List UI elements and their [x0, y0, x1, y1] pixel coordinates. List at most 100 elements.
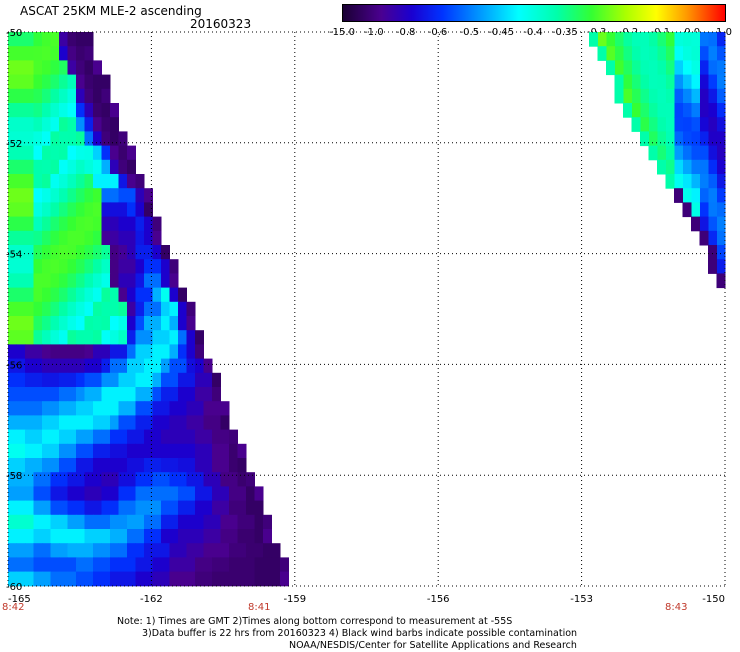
data-cell: [178, 557, 187, 573]
data-cell: [59, 458, 68, 473]
data-cell: [67, 32, 77, 47]
data-cell: [84, 571, 94, 587]
data-cell: [16, 543, 26, 558]
data-cell: [84, 301, 94, 317]
data-cell: [161, 301, 170, 317]
footer-note: Note: 1) Times are GMT 2)Times along bot…: [117, 616, 577, 652]
data-cell: [648, 131, 658, 147]
data-cell: [623, 46, 632, 61]
color-scale-tick-label: -15.0: [329, 27, 355, 38]
data-cell: [135, 358, 145, 374]
data-cell: [195, 330, 204, 345]
data-cell: [93, 387, 102, 402]
data-cell: [195, 401, 204, 416]
data-cell: [229, 472, 238, 487]
data-cell: [657, 60, 666, 76]
data-cell: [67, 486, 77, 502]
data-cell: [229, 458, 238, 473]
data-cell: [203, 543, 213, 558]
data-cell: [101, 372, 111, 388]
data-cell: [16, 145, 26, 161]
data-cell: [169, 458, 179, 473]
data-cell: [144, 230, 153, 246]
data-cell: [127, 500, 136, 516]
data-cell: [8, 514, 17, 530]
data-cell: [118, 543, 128, 558]
data-cell: [657, 103, 666, 118]
data-cell: [76, 301, 85, 317]
data-cell: [135, 415, 145, 431]
data-cell: [16, 443, 26, 459]
data-cell: [135, 245, 145, 260]
data-cell: [76, 60, 85, 76]
data-cell: [84, 88, 94, 104]
data-cell: [631, 103, 641, 118]
data-cell: [220, 429, 230, 445]
data-cell: [25, 344, 34, 360]
data-cell: [101, 145, 111, 161]
data-cell: [169, 514, 179, 530]
data-cell: [33, 543, 43, 558]
data-cell: [16, 372, 26, 388]
data-cell: [169, 387, 179, 402]
data-cell: [8, 344, 17, 360]
data-cell: [50, 316, 60, 331]
data-cell: [101, 443, 111, 459]
data-cell: [84, 46, 94, 61]
data-cell: [16, 415, 26, 431]
data-cell: [144, 259, 153, 274]
data-cell: [8, 429, 17, 445]
data-cell: [246, 529, 255, 544]
data-cell: [682, 202, 692, 218]
data-cell: [101, 429, 111, 445]
data-cell: [606, 60, 615, 76]
data-cell: [135, 230, 145, 246]
data-cell: [118, 372, 128, 388]
data-cell: [110, 188, 119, 203]
data-cell: [25, 103, 34, 118]
data-cell: [203, 500, 213, 516]
data-cell: [152, 472, 162, 487]
data-cell: [42, 486, 51, 502]
data-cell: [76, 202, 85, 218]
data-cell: [8, 103, 17, 118]
data-cell: [110, 273, 119, 289]
data-cell: [50, 117, 60, 132]
data-cell: [606, 46, 615, 61]
data-cell: [25, 358, 34, 374]
data-cell: [25, 245, 34, 260]
data-cell: [674, 131, 683, 147]
data-cell: [186, 458, 196, 473]
data-cell: [186, 543, 196, 558]
pass-time-label: 8:43: [665, 602, 687, 613]
data-cell: [25, 401, 34, 416]
data-cell: [229, 529, 238, 544]
data-cell: [682, 32, 692, 47]
data-cell: [110, 301, 119, 317]
data-cell: [212, 401, 221, 416]
data-cell: [16, 316, 26, 331]
data-cell: [127, 443, 136, 459]
data-cell: [59, 32, 68, 47]
data-cell: [33, 358, 43, 374]
data-cell: [93, 273, 102, 289]
data-cell: [59, 443, 68, 459]
data-cell: [16, 273, 26, 289]
data-cell: [67, 46, 77, 61]
data-cell: [84, 32, 94, 47]
data-cell: [152, 330, 162, 345]
data-cell: [50, 401, 60, 416]
data-cell: [33, 486, 43, 502]
data-cell: [220, 415, 230, 431]
data-cell: [42, 202, 51, 218]
data-cell: [691, 60, 700, 76]
data-cell: [665, 32, 675, 47]
data-cell: [42, 415, 51, 431]
data-cell: [135, 344, 145, 360]
data-cell: [93, 529, 102, 544]
data-cell: [691, 188, 700, 203]
data-cell: [118, 387, 128, 402]
data-cell: [8, 159, 17, 175]
data-cell: [8, 273, 17, 289]
data-cell: [84, 103, 94, 118]
